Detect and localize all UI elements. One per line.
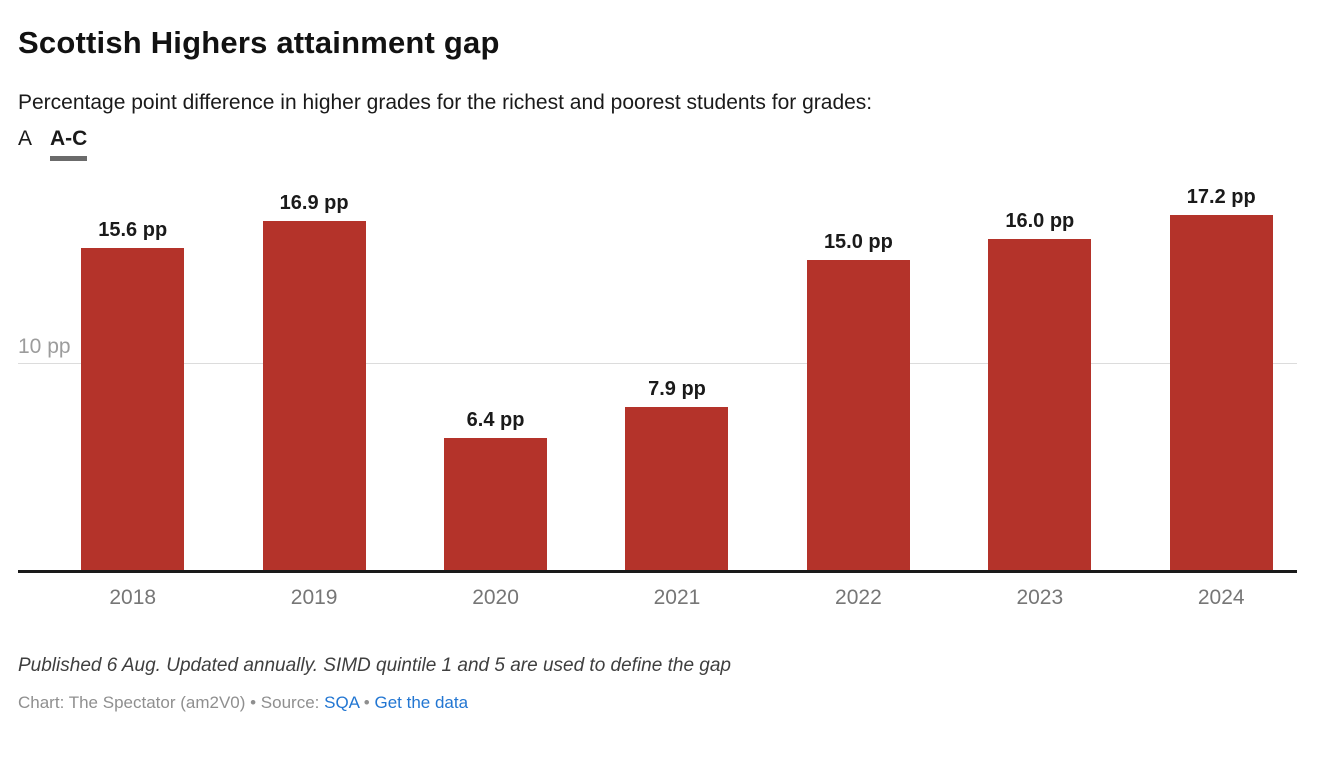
bar-value-label: 15.6 pp <box>98 218 168 241</box>
bar <box>625 406 729 571</box>
x-axis-label: 2021 <box>653 586 701 610</box>
bar-column: 15.0 pp <box>768 168 949 571</box>
y-axis-tick-label: 10 pp <box>18 334 71 358</box>
bar-column: 17.2 pp <box>1131 168 1312 571</box>
grade-tabs: A A-C <box>18 127 1310 162</box>
plot-area: 10 pp 15.6 pp 16.9 pp 6.4 pp 7.9 pp 15.0 pp 1… <box>18 168 1297 574</box>
bar-value-label: 15.0 pp <box>823 231 893 254</box>
tab-grade-a-c[interactable]: A-C <box>50 127 88 162</box>
chart-subtitle: Percentage point difference in higher gr… <box>18 91 873 115</box>
chart-notes: Published 6 Aug. Updated annually. SIMD … <box>18 655 731 677</box>
credit-separator: • <box>359 693 375 713</box>
tab-grade-a[interactable]: A <box>18 127 33 151</box>
bar-value-label: 16.0 pp <box>1005 210 1075 233</box>
gridline-10pp <box>18 362 1297 364</box>
source-link[interactable]: SQA <box>324 693 360 713</box>
bar-column: 16.9 pp <box>223 168 404 571</box>
bar <box>444 438 548 571</box>
bars-container: 15.6 pp 16.9 pp 6.4 pp 7.9 pp 15.0 pp 16.0 pp… <box>42 168 1312 571</box>
credit-text: Chart: The Spectator (am2V0) • Source: <box>18 693 325 713</box>
chart-credit: Chart: The Spectator (am2V0) • Source: S… <box>18 693 1310 713</box>
bar-value-label: 6.4 pp <box>466 409 525 431</box>
bar-value-label: 16.9 pp <box>279 191 349 214</box>
x-axis-label: 2023 <box>1016 586 1064 610</box>
bar <box>806 260 910 571</box>
bar <box>81 247 185 571</box>
x-axis-label: 2020 <box>472 586 519 610</box>
bar-column: 16.0 pp <box>949 168 1130 571</box>
x-axis-label: 2018 <box>109 586 157 610</box>
bar-column: 7.9 pp <box>586 168 767 571</box>
bar <box>988 239 1092 571</box>
x-axis-label: 2022 <box>835 586 882 610</box>
bar <box>1169 214 1273 571</box>
bar-value-label: 17.2 pp <box>1186 185 1256 208</box>
bar <box>262 220 366 571</box>
x-axis-label: 2024 <box>1197 586 1245 610</box>
bar-column: 15.6 pp <box>42 168 223 571</box>
get-the-data-link[interactable]: Get the data <box>374 693 469 713</box>
bar-value-label: 7.9 pp <box>648 377 706 400</box>
page-title: Scottish Highers attainment gap <box>18 25 500 60</box>
x-axis: 2018 2019 2020 2021 2022 2023 2024 <box>42 586 1312 610</box>
bar-column: 6.4 pp <box>405 168 586 571</box>
x-axis-label: 2019 <box>290 586 338 610</box>
